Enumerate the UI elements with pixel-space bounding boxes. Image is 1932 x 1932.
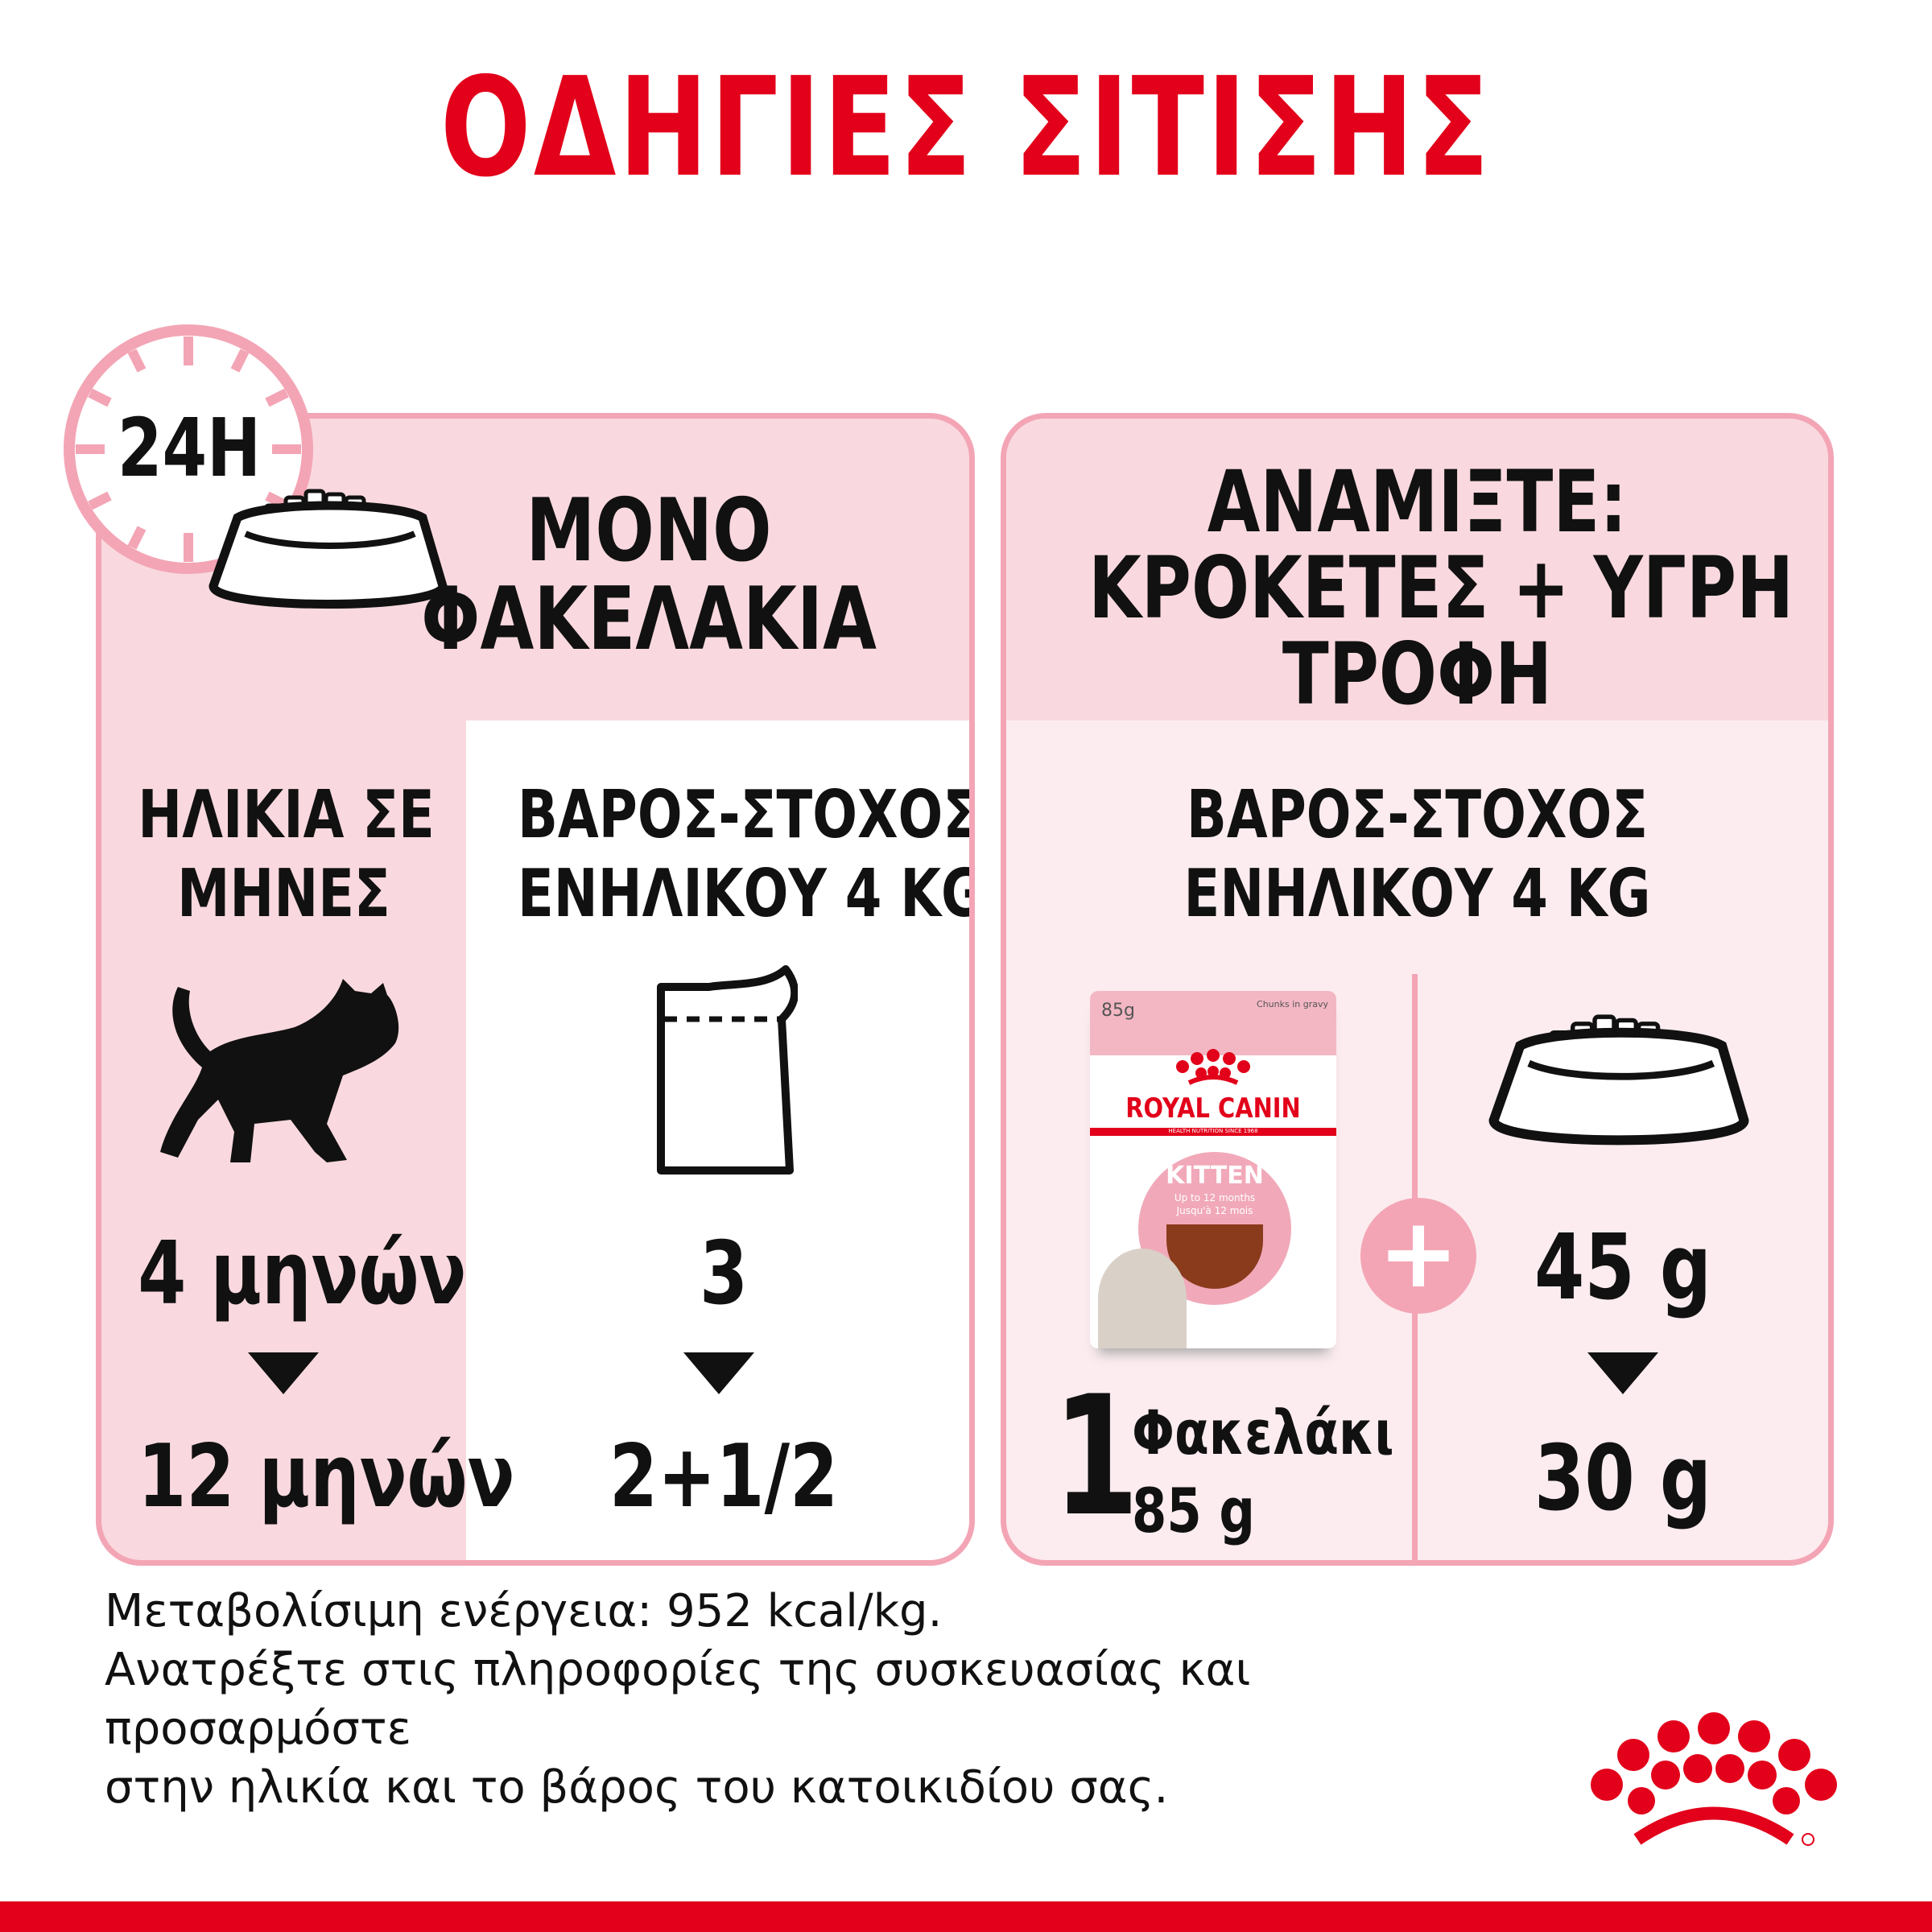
sachets-only-panel: ΜΟΝΟ ΦΑΚΕΛΑΚΙΑ ΗΛΙΚΙΑ ΣΕ ΜΗΝΕΣ ΒΑΡΟΣ-ΣΤΟ… bbox=[96, 413, 975, 1566]
age-header-line2: ΜΗΝΕΣ bbox=[177, 856, 390, 932]
age-from: 4 μηνών bbox=[138, 1224, 467, 1324]
dry-food-from: 45 g bbox=[1534, 1216, 1712, 1320]
heading-line2: ΚΡΟΚΕΤΕΣ + ΥΓΡΗ bbox=[1088, 539, 1794, 638]
pouch-icon bbox=[657, 965, 798, 1174]
page-title: ΟΔΗΓΙΕΣ ΣΙΤΙΣΗΣ bbox=[440, 48, 1492, 208]
pouches-from: 3 bbox=[699, 1224, 749, 1324]
product-desc1: Up to 12 months bbox=[1174, 1192, 1256, 1203]
product-weight: 85g bbox=[1101, 1001, 1135, 1021]
plus-icon: + bbox=[1360, 1198, 1476, 1314]
product-desc2: Jusqu'à 12 mois bbox=[1176, 1205, 1253, 1216]
arrow-down-icon bbox=[248, 1352, 319, 1394]
footer-line3: προσαρμόστε bbox=[105, 1703, 411, 1755]
food-bowl-icon bbox=[208, 489, 448, 609]
weight-header-line1: ΒΑΡΟΣ-ΣΤΟΧΟΣ bbox=[518, 777, 975, 853]
footer-line1: Μεταβολίσιμη ενέργεια: 952 kcal/kg. bbox=[105, 1585, 943, 1637]
arrow-down-icon bbox=[1587, 1352, 1658, 1394]
mix-panel: ΑΝΑΜΙΞΤΕ: ΚΡΟΚΕΤΕΣ + ΥΓΡΗ ΤΡΟΦΗ ΒΑΡΟΣ-ΣΤ… bbox=[1001, 413, 1834, 1566]
brand-bar bbox=[0, 1901, 1932, 1932]
pouches-to: 2+1/2 bbox=[609, 1426, 839, 1527]
product-variant: Chunks in gravy bbox=[1257, 999, 1328, 1009]
footer-note: Μεταβολίσιμη ενέργεια: 952 kcal/kg. Ανατ… bbox=[105, 1582, 1250, 1817]
heading-line2: ΦΑΚΕΛΑΚΙΑ bbox=[421, 569, 877, 670]
clock-icon bbox=[64, 324, 313, 574]
product-name: KITTEN bbox=[1166, 1162, 1264, 1190]
crown-logo-icon bbox=[1176, 1049, 1250, 1085]
weight-header-line2: ΕΝΗΛΙΚΟΥ 4 KG bbox=[518, 856, 975, 932]
royal-canin-logo bbox=[1591, 1712, 1837, 1846]
kitten-silhouette-icon bbox=[160, 979, 399, 1162]
footer-line4: στην ηλικία και το βάρος του κατοικιδίου… bbox=[105, 1761, 1169, 1814]
footer-line2: Ανατρέξτε στις πληροφορίες της συσκευασί… bbox=[105, 1644, 1251, 1696]
mix-panel-header bbox=[1006, 419, 1828, 720]
product-tagline: HEALTH NUTRITION SINCE 1968 bbox=[1168, 1128, 1258, 1134]
pouch-label: Φακελάκι bbox=[1132, 1397, 1394, 1468]
age-to: 12 μηνών bbox=[138, 1426, 515, 1527]
product-pouch-image: 85g Chunks in gravy ROYAL CANIN HEALTH N… bbox=[1090, 991, 1336, 1348]
arrow-down-icon bbox=[683, 1352, 754, 1394]
weight-header-line1: ΒΑΡΟΣ-ΣΤΟΧΟΣ bbox=[1186, 777, 1649, 853]
food-bowl-icon bbox=[1488, 1014, 1749, 1146]
pouch-count: 1 bbox=[1053, 1361, 1139, 1553]
heading-line1: ΑΝΑΜΙΞΤΕ: bbox=[1207, 452, 1628, 551]
age-header-line1: ΗΛΙΚΙΑ ΣΕ bbox=[138, 777, 435, 853]
product-brand: ROYAL CANIN bbox=[1125, 1092, 1301, 1125]
weight-header-line2: ΕΝΗΛΙΚΟΥ 4 KG bbox=[1183, 856, 1651, 932]
clock-badge-label: 24H bbox=[117, 401, 262, 495]
dry-food-to: 30 g bbox=[1534, 1426, 1712, 1531]
pouch-weight: 85 g bbox=[1132, 1475, 1256, 1546]
heading-line1: ΜΟΝΟ bbox=[526, 481, 772, 581]
heading-line3: ΤΡΟΦΗ bbox=[1282, 625, 1553, 724]
